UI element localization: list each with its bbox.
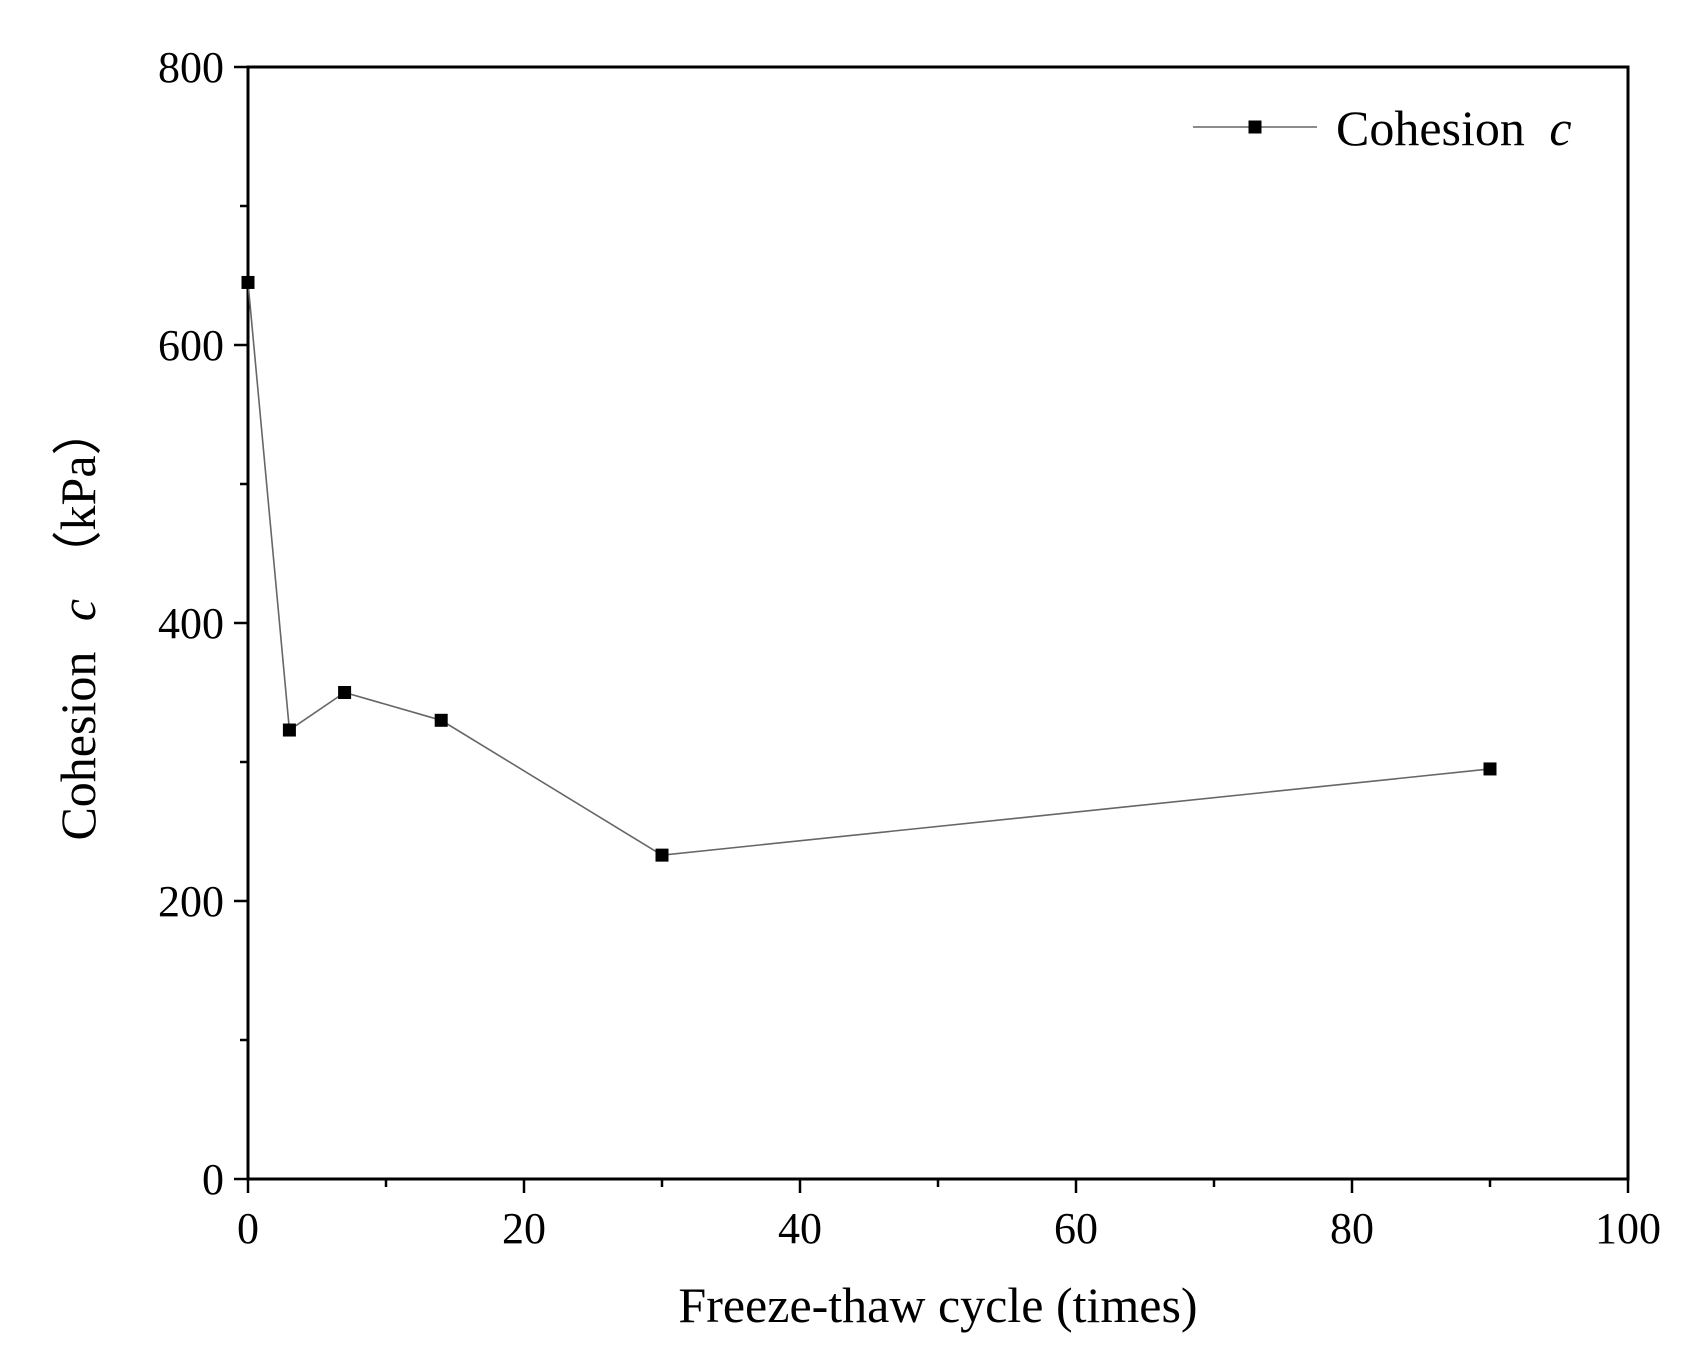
- legend-label-var: c: [1549, 100, 1571, 156]
- data-point: [655, 848, 669, 862]
- data-point: [1483, 762, 1497, 776]
- y-tick-label: 0: [202, 1155, 224, 1204]
- y-axis-title: Cohesion c （kPa）: [50, 405, 106, 840]
- x-tick-label: 100: [1595, 1204, 1661, 1253]
- series-line: [247, 282, 1491, 856]
- x-axis-ticks: 0 20 40 60 80 100: [237, 1179, 1661, 1253]
- plot-frame: [246, 65, 1630, 1181]
- legend-label: Cohesion c: [1336, 100, 1572, 156]
- y-tick-label: 400: [158, 599, 224, 648]
- legend-label-name: Cohesion: [1336, 100, 1525, 156]
- x-tick-label: 0: [237, 1204, 259, 1253]
- y-axis-ticks: 0 200 400 600 800: [158, 43, 248, 1204]
- y-axis-title-var: c: [50, 599, 106, 621]
- y-tick-label: 600: [158, 321, 224, 370]
- x-tick-label: 60: [1054, 1204, 1098, 1253]
- data-point: [338, 686, 352, 699]
- y-tick-label: 200: [158, 877, 224, 926]
- x-tick-label: 40: [778, 1204, 822, 1253]
- legend-marker: [1248, 120, 1262, 134]
- x-tick-label: 80: [1330, 1204, 1374, 1253]
- data-point: [282, 723, 296, 737]
- data-point: [241, 275, 255, 289]
- x-axis-title: Freeze-thaw cycle (times): [678, 1277, 1197, 1333]
- series-layer: [241, 275, 1497, 862]
- legend: Cohesion c: [1193, 100, 1572, 156]
- y-axis-title-unit: （kPa）: [50, 405, 106, 580]
- y-axis-title-prefix: Cohesion: [50, 652, 106, 841]
- x-tick-label: 20: [502, 1204, 546, 1253]
- data-point: [434, 713, 448, 727]
- y-tick-label: 800: [158, 43, 224, 92]
